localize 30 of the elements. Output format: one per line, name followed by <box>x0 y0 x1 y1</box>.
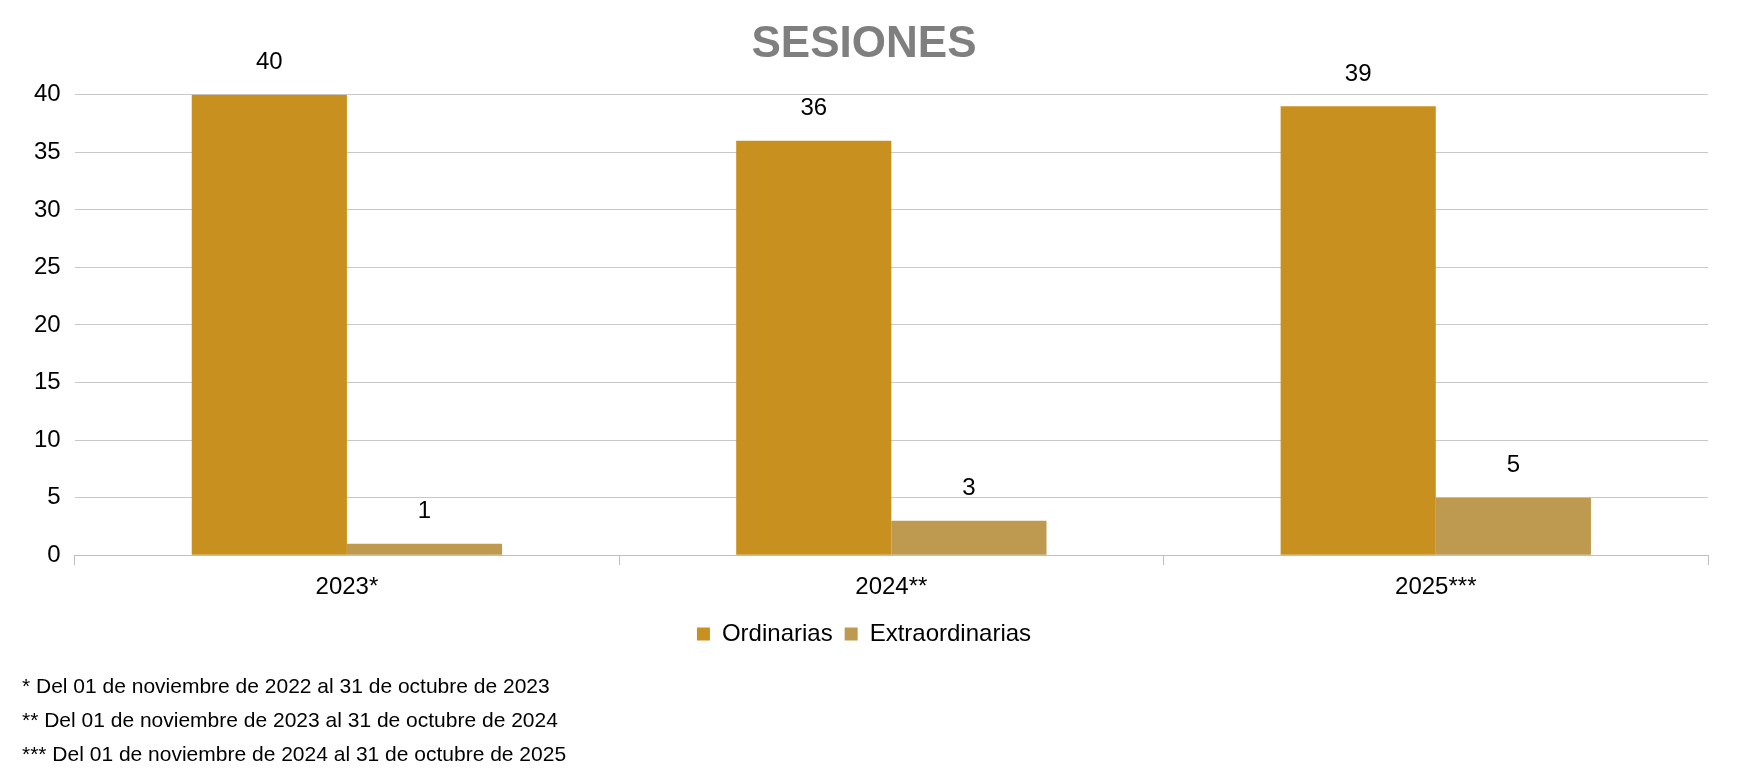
bar <box>191 94 347 555</box>
x-tick-label: 2023* <box>315 572 379 600</box>
y-tick-label: 35 <box>33 136 61 164</box>
data-label: 39 <box>1344 58 1372 86</box>
y-tick-label: 15 <box>33 367 61 395</box>
legend-label: Extraordinarias <box>869 618 1032 646</box>
bar <box>891 520 1047 555</box>
text: ** Del 01 de noviembre de 2023 al 31 de octubre de 2024 <box>22 708 559 731</box>
y-tick-label: 30 <box>33 194 61 222</box>
data-label: 40 <box>255 47 283 75</box>
y-tick-label: 20 <box>33 309 61 337</box>
legend-label: Ordinarias <box>721 618 833 646</box>
data-label: 36 <box>800 93 828 121</box>
x-tick-label: 2024** <box>855 572 928 600</box>
y-tick-label: 10 <box>33 424 61 452</box>
data-label: 1 <box>417 496 432 524</box>
bar <box>1280 106 1436 555</box>
data-label: 3 <box>962 473 976 501</box>
y-tick-label: 0 <box>47 539 61 567</box>
bar <box>1435 497 1591 555</box>
chart-title: SESIONES <box>751 16 977 66</box>
data-label: 5 <box>1506 450 1521 478</box>
text: * Del 01 de noviembre de 2022 al 31 de octubre de 2023 <box>22 674 550 697</box>
y-tick-label: 40 <box>33 79 61 107</box>
y-tick-label: 25 <box>33 252 61 280</box>
bar <box>736 140 892 555</box>
text: *** Del 01 de noviembre de 2024 al 31 de octubre de 2025 <box>22 742 567 765</box>
bar <box>346 543 503 555</box>
x-tick-label: 2025*** <box>1395 572 1477 600</box>
y-tick-label: 5 <box>47 482 61 510</box>
